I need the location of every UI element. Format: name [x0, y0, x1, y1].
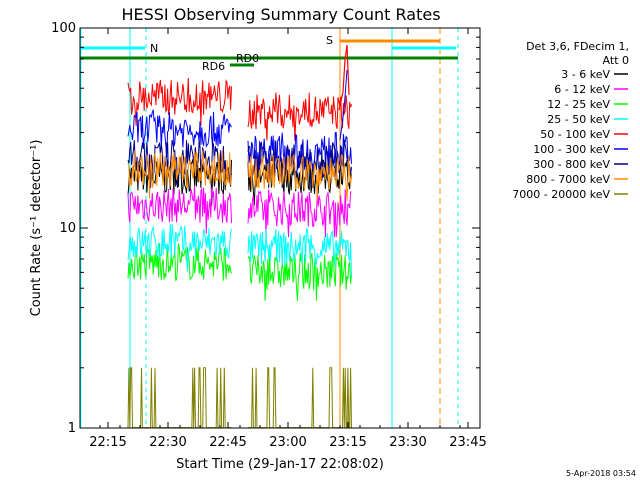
y-tick-label: 10	[59, 221, 76, 236]
chart-title: HESSI Observing Summary Count Rates	[121, 5, 440, 24]
x-axis-label: Start Time (29-Jan-17 22:08:02)	[176, 457, 384, 472]
legend-title-line2: Att 0	[603, 54, 629, 67]
series-line	[127, 223, 352, 278]
x-tick-label: 23:15	[329, 435, 366, 450]
legend-label: 25 - 50 keV	[547, 113, 610, 126]
annotation-rd6: RD6	[202, 60, 225, 73]
series-line	[127, 150, 352, 201]
x-tick-label: 22:30	[149, 435, 186, 450]
legend: Det 3,6, FDecim 1, Att 0 3 - 6 keV 6 - 12…	[512, 40, 629, 201]
y-tick-label: 100	[51, 21, 76, 36]
x-tick-label: 22:15	[89, 435, 126, 450]
annotation-s: S	[326, 34, 333, 47]
x-tick-label: 23:30	[389, 435, 426, 450]
x-tick-label: 23:00	[269, 435, 306, 450]
y-axis-label: Count Rate (s⁻¹ detector⁻¹)	[29, 140, 44, 317]
legend-title-line1: Det 3,6, FDecim 1,	[526, 40, 629, 53]
series-line	[338, 44, 350, 111]
axes: 22:15 22:30 22:45 23:00 23:15 23:30 23:45 1 10 10…	[51, 21, 487, 450]
series-line	[127, 367, 352, 429]
legend-label: 3 - 6 keV	[561, 68, 610, 81]
series-line	[127, 243, 352, 301]
annotation-rd0: RD0	[236, 52, 259, 65]
legend-label: 300 - 800 keV	[533, 158, 610, 171]
y-tick-label: 1	[68, 421, 76, 436]
legend-label: 800 - 7000 keV	[526, 173, 610, 186]
legend-label: 50 - 100 keV	[540, 128, 610, 141]
annotation-n: N	[150, 42, 158, 55]
x-tick-label: 22:45	[209, 435, 246, 450]
series-line	[127, 185, 352, 238]
legend-label: 12 - 25 keV	[547, 98, 610, 111]
plot-area: N S RD6 RD0	[80, 28, 459, 429]
legend-label: 7000 - 20000 keV	[512, 188, 610, 201]
x-tick-label: 23:45	[449, 435, 486, 450]
timestamp: 5-Apr-2018 03:54	[566, 469, 636, 478]
legend-label: 6 - 12 keV	[554, 83, 610, 96]
series-line	[339, 69, 348, 141]
legend-label: 100 - 300 keV	[533, 143, 610, 156]
series-line	[127, 77, 352, 141]
